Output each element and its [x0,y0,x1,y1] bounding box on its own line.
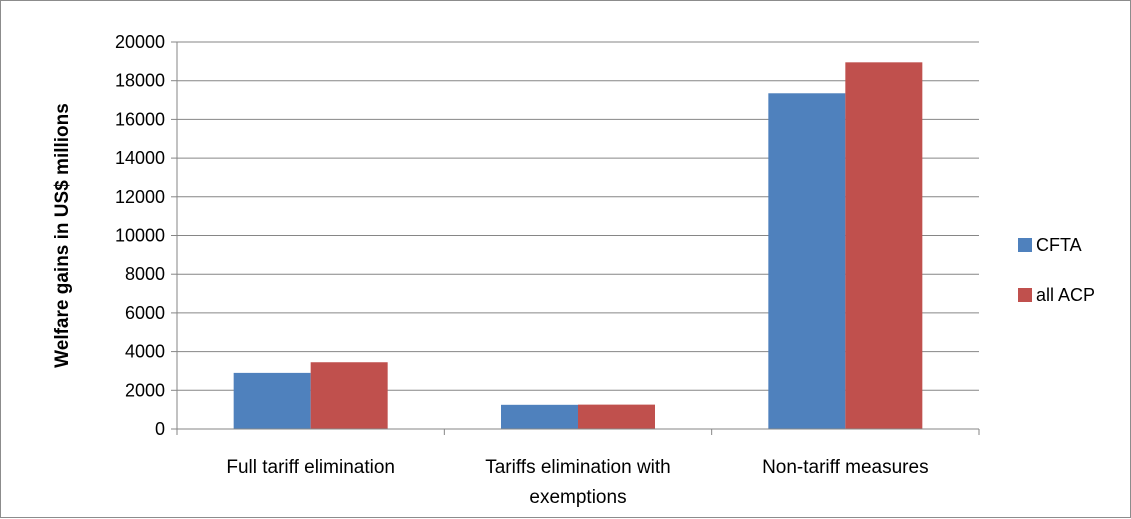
bars [233,62,923,429]
legend: CFTA all ACP [1018,235,1095,305]
tick-labels: 0 2000 4000 6000 8000 10000 12000 14000 16000 180… [115,32,929,508]
gridlines [177,41,979,391]
bar-cfta [768,93,846,429]
y-tick-label: 0 [155,419,165,439]
y-tick-label: 14000 [115,148,165,168]
y-tick-label: 18000 [115,71,165,91]
bar-all-acp [578,404,655,429]
x-category-label: Tariffs elimination with [485,457,671,478]
legend-swatch [1018,238,1032,252]
y-tick-label: 6000 [125,303,165,323]
axes [171,41,980,435]
bar-cfta [501,404,578,429]
legend-label: all ACP [1036,285,1095,305]
y-tick-label: 16000 [115,109,165,129]
y-tick-label: 8000 [125,264,165,284]
x-category-label: Full tariff elimination [226,457,395,478]
bar-cfta [233,372,311,429]
y-axis-title: Welfare gains in US$ millions [52,103,73,368]
y-tick-label: 12000 [115,187,165,207]
y-tick-label: 4000 [125,342,165,362]
bar-all-acp [310,362,388,429]
legend-label: CFTA [1036,235,1082,255]
y-tick-label: 2000 [125,380,165,400]
x-category-label: exemptions [529,487,626,508]
y-tick-label: 20000 [115,32,165,52]
bar-all-acp [845,62,923,429]
x-category-label: Non-tariff measures [762,457,929,478]
y-tick-label: 10000 [115,226,165,246]
legend-swatch [1018,288,1032,302]
